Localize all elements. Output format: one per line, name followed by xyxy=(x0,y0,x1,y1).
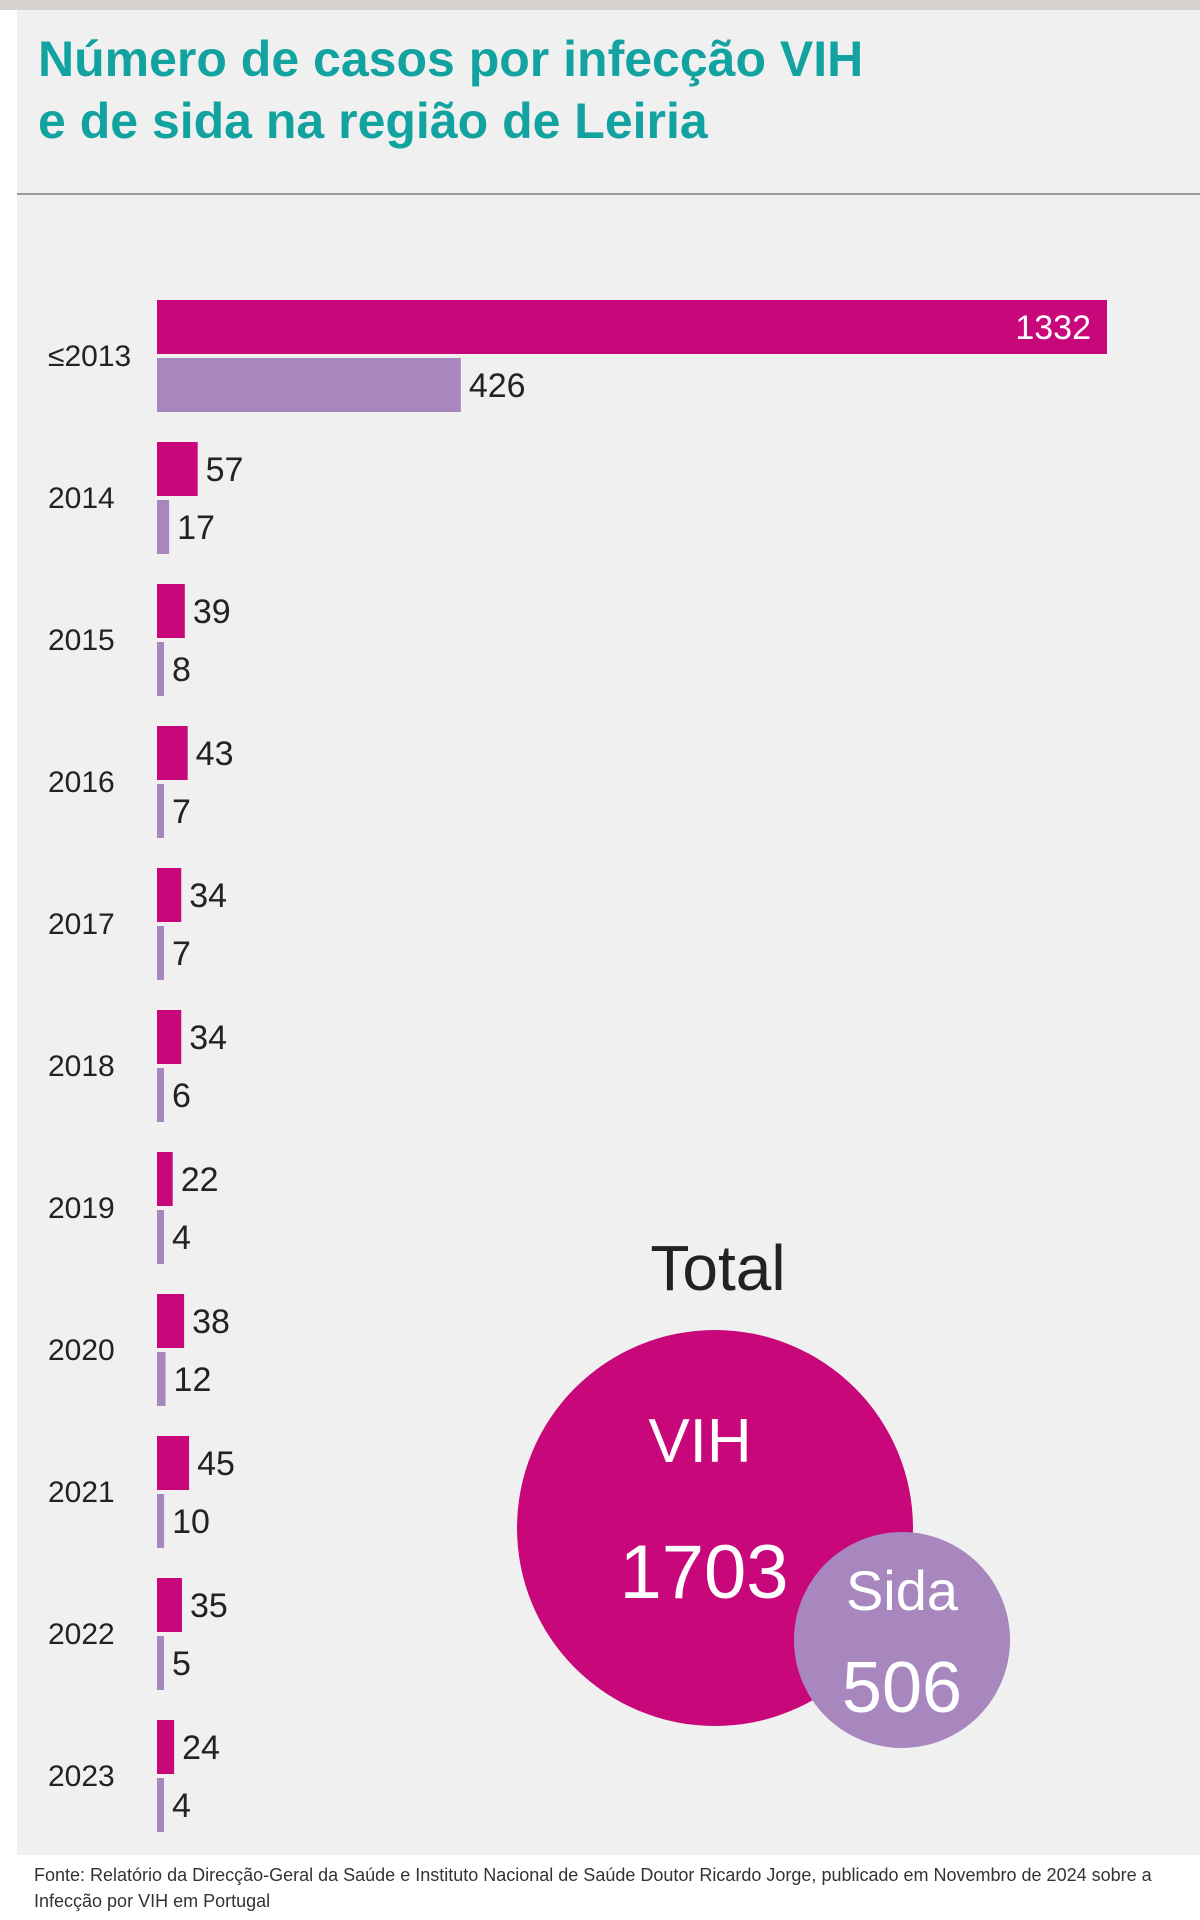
top-rule xyxy=(0,0,1200,10)
bar-vih-5 xyxy=(157,1010,182,1064)
category-label: ≤2013 xyxy=(48,340,131,373)
category-label: 2017 xyxy=(48,908,115,941)
bar-vih-0 xyxy=(157,300,1107,354)
value-label-sida: 7 xyxy=(172,935,191,973)
bar-sida-0 xyxy=(157,358,461,412)
bar-sida-9 xyxy=(157,1636,164,1690)
value-label-vih: 57 xyxy=(206,451,244,489)
bar-vih-4 xyxy=(157,868,182,922)
bar-vih-1 xyxy=(157,442,198,496)
title-area xyxy=(17,10,1200,195)
bar-sida-2 xyxy=(157,642,164,696)
total-heading: Total xyxy=(650,1232,785,1304)
sida-total-bubble xyxy=(794,1532,1010,1748)
bar-sida-10 xyxy=(157,1778,164,1832)
value-label-vih: 24 xyxy=(182,1729,220,1767)
bar-vih-7 xyxy=(157,1294,185,1348)
chart-title: Número de casos por infecção VIH e de si… xyxy=(38,28,863,152)
value-label-vih: 34 xyxy=(189,1019,227,1057)
value-label-sida: 7 xyxy=(172,793,191,831)
source-note: Fonte: Relatório da Direcção-Geral da Sa… xyxy=(34,1865,1152,1911)
value-label-vih: 1332 xyxy=(1015,309,1091,347)
value-label-vih: 45 xyxy=(197,1445,235,1483)
category-label: 2020 xyxy=(48,1334,115,1367)
value-label-vih: 22 xyxy=(181,1161,219,1199)
value-label-sida: 10 xyxy=(172,1503,210,1541)
bar-sida-3 xyxy=(157,784,164,838)
sida-total-value: 506 xyxy=(842,1648,962,1728)
sida-total-label: Sida xyxy=(846,1559,959,1622)
value-label-sida: 12 xyxy=(174,1361,212,1399)
value-label-sida: 17 xyxy=(177,509,215,547)
category-label: 2015 xyxy=(48,624,115,657)
category-label: 2018 xyxy=(48,1050,115,1083)
bar-vih-3 xyxy=(157,726,188,780)
vih-total-value: 1703 xyxy=(619,1530,788,1615)
bar-sida-7 xyxy=(157,1352,166,1406)
value-label-vih: 34 xyxy=(189,877,227,915)
value-label-sida: 6 xyxy=(172,1077,191,1115)
bar-vih-9 xyxy=(157,1578,182,1632)
value-label-vih: 38 xyxy=(192,1303,230,1341)
value-label-sida: 5 xyxy=(172,1645,191,1683)
category-label: 2014 xyxy=(48,482,115,515)
value-label-vih: 35 xyxy=(190,1587,228,1625)
bar-sida-8 xyxy=(157,1494,165,1548)
bar-vih-10 xyxy=(157,1720,175,1774)
value-label-sida: 8 xyxy=(172,651,191,689)
bar-vih-2 xyxy=(157,584,185,638)
value-label-sida: 4 xyxy=(172,1787,191,1825)
bar-sida-4 xyxy=(157,926,164,980)
value-label-vih: 43 xyxy=(196,735,234,773)
category-label: 2023 xyxy=(48,1760,115,1793)
bar-sida-6 xyxy=(157,1210,164,1264)
category-label: 2019 xyxy=(48,1192,115,1225)
value-label-sida: 426 xyxy=(469,367,526,405)
category-label: 2016 xyxy=(48,766,115,799)
bar-sida-5 xyxy=(157,1068,164,1122)
category-label: 2021 xyxy=(48,1476,115,1509)
category-label: 2022 xyxy=(48,1618,115,1651)
vih-total-label: VIH xyxy=(648,1407,751,1476)
bar-vih-6 xyxy=(157,1152,173,1206)
title-line-2: e de sida na região de Leiria xyxy=(38,93,708,149)
bar-vih-8 xyxy=(157,1436,190,1490)
title-line-1: Número de casos por infecção VIH xyxy=(38,31,864,87)
value-label-sida: 4 xyxy=(172,1219,191,1257)
value-label-vih: 39 xyxy=(193,593,231,631)
bar-chart: ≤201313324262014571720153982016437201734… xyxy=(48,300,1107,1832)
bar-sida-1 xyxy=(157,500,170,554)
